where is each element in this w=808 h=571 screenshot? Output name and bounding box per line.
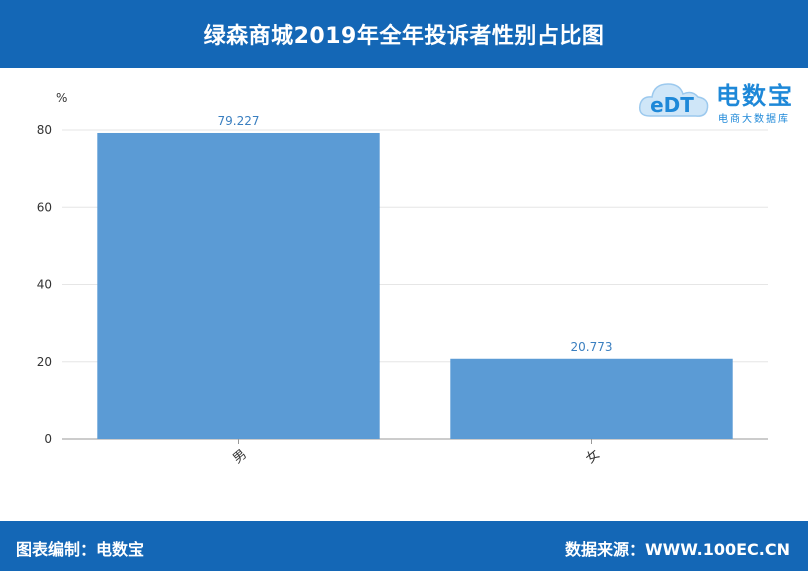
title-banner: 绿森商城2019年全年投诉者性别占比图 xyxy=(0,0,808,68)
y-axis-unit: % xyxy=(56,91,67,105)
logo-subtitle: 电商大数据库 xyxy=(718,114,790,125)
logo-mark-text: eDT xyxy=(650,93,694,117)
data-label: 79.227 xyxy=(218,114,260,128)
y-tick-label: 60 xyxy=(37,200,52,214)
y-tick-label: 80 xyxy=(37,123,52,137)
bar-chart: 0 20 40 60 80% 79.227 男 20.773 女 xyxy=(37,91,768,467)
footer-source: 数据来源：WWW.100EC.CN xyxy=(564,540,790,559)
cloud-logo-icon: eDT xyxy=(638,83,709,117)
page-title: 绿森商城2019年全年投诉者性别占比图 xyxy=(203,24,605,49)
footer-credit: 图表编制：电数宝 xyxy=(16,540,145,559)
footer-banner: 图表编制：电数宝 数据来源：WWW.100EC.CN xyxy=(0,521,808,571)
logo-name: 电数宝 xyxy=(716,82,794,110)
data-label: 20.773 xyxy=(571,340,613,354)
y-tick-label: 0 xyxy=(44,432,52,446)
brand-logo: eDT 电数宝 电商大数据库 xyxy=(636,72,806,130)
x-tick-label: 女 xyxy=(583,446,603,467)
x-tick-label: 男 xyxy=(230,447,250,467)
bar xyxy=(97,132,380,439)
y-tick-label: 20 xyxy=(37,355,52,369)
y-tick-label: 40 xyxy=(37,278,52,292)
bar xyxy=(450,358,733,439)
